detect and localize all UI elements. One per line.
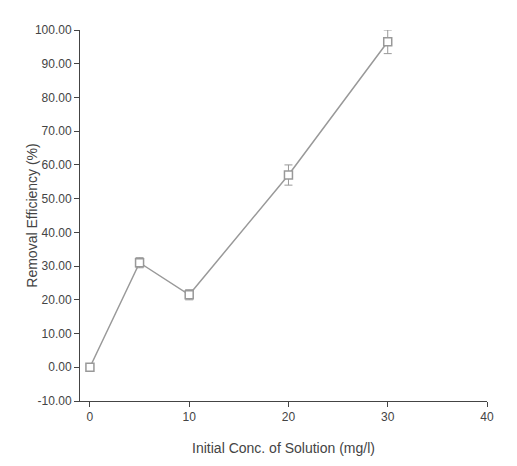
svg-text:30.00: 30.00	[42, 259, 72, 273]
svg-text:100.00: 100.00	[35, 23, 72, 37]
svg-text:0.00: 0.00	[48, 360, 72, 374]
svg-text:80.00: 80.00	[42, 91, 72, 105]
svg-text:20.00: 20.00	[42, 293, 72, 307]
svg-text:30: 30	[381, 410, 395, 424]
svg-text:0: 0	[87, 410, 94, 424]
svg-text:90.00: 90.00	[42, 57, 72, 71]
svg-text:Removal Efficiency (%): Removal Efficiency (%)	[24, 143, 40, 287]
svg-text:40.00: 40.00	[42, 226, 72, 240]
svg-text:10: 10	[183, 410, 197, 424]
svg-text:10.00: 10.00	[42, 327, 72, 341]
svg-text:Initial Conc. of Solution (mg/: Initial Conc. of Solution (mg/l)	[192, 440, 375, 456]
svg-text:50.00: 50.00	[42, 192, 72, 206]
svg-text:40: 40	[480, 410, 494, 424]
svg-text:20: 20	[282, 410, 296, 424]
svg-text:60.00: 60.00	[42, 158, 72, 172]
svg-text:-10.00: -10.00	[38, 394, 72, 408]
svg-text:70.00: 70.00	[42, 124, 72, 138]
